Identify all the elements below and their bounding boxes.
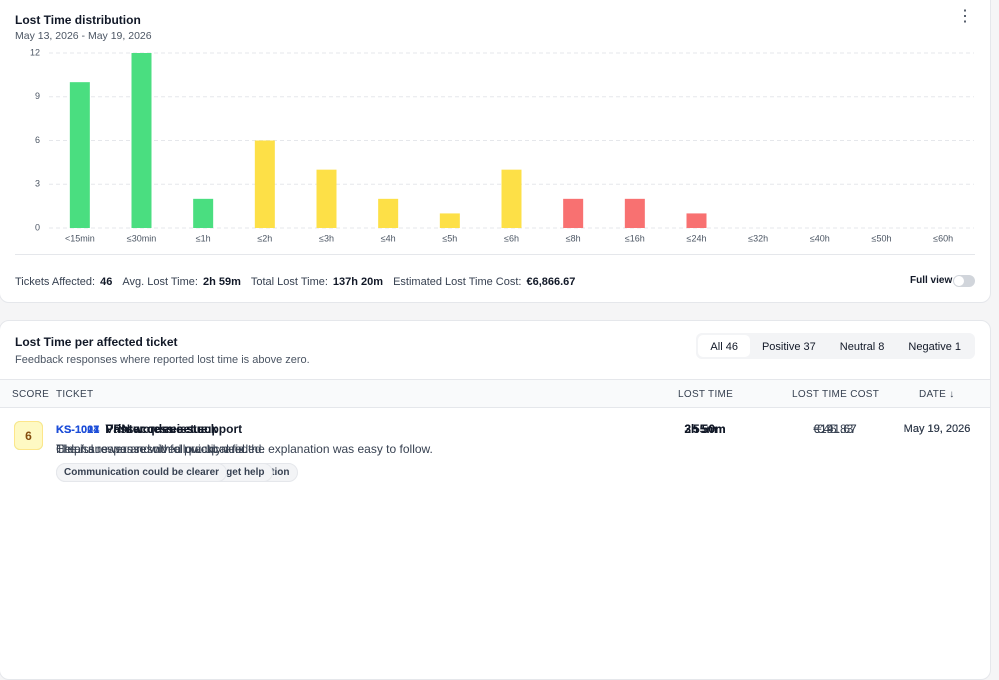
filter-tabs: All 46 Positive 37 Neutral 8 Negative 1 xyxy=(696,333,975,359)
chart-subtitle: May 13, 2026 - May 19, 2026 xyxy=(15,30,152,42)
filter-tab[interactable]: All 46 xyxy=(698,335,750,357)
x-tick-label: ≤1h xyxy=(196,233,211,243)
bar xyxy=(686,213,707,228)
lost-time-cost: €141.67 xyxy=(813,422,857,436)
comment: Clear answer and no follow-up needed. xyxy=(56,442,265,456)
summary-label: Avg. Lost Time: xyxy=(122,276,198,288)
table-subtitle: Feedback responses where reported lost t… xyxy=(15,354,310,366)
summary-value: 2h 59m xyxy=(202,276,241,288)
x-tick-label: ≤60h xyxy=(933,233,953,243)
y-tick-label: 6 xyxy=(35,135,40,145)
score-badge: 6 xyxy=(14,421,43,450)
bar xyxy=(131,53,152,228)
comment: The issue was resolved quickly and the e… xyxy=(56,442,433,456)
column-header[interactable]: DATE ↓ xyxy=(919,389,955,400)
bar xyxy=(563,198,584,228)
x-tick-label: ≤8h xyxy=(566,233,581,243)
filter-tab[interactable]: Negative 1 xyxy=(908,341,961,353)
y-tick-label: 9 xyxy=(35,91,40,101)
bar xyxy=(439,213,460,228)
x-tick-label: ≤2h xyxy=(257,233,272,243)
chart-card: Lost Time distribution May 13, 2026 - Ma… xyxy=(0,0,991,303)
full-view-label: Full view xyxy=(910,275,953,286)
column-header: SCORE xyxy=(12,389,50,400)
date: May 19, 2026 xyxy=(903,423,971,435)
date: May 19, 2026 xyxy=(903,423,971,435)
x-tick-label: ≤4h xyxy=(381,233,396,243)
bar xyxy=(254,140,275,228)
bar xyxy=(501,169,522,228)
y-tick-label: 12 xyxy=(30,47,40,57)
x-tick-label: ≤24h xyxy=(687,233,707,243)
lost-time-cost: €45.83 xyxy=(816,422,854,436)
bar xyxy=(69,82,90,229)
filter-tab[interactable]: Positive 37 xyxy=(761,341,816,353)
summary-value: 137h 20m xyxy=(332,276,384,288)
summary: Tickets Affected: 46 Avg. Lost Time: 2h 59m… xyxy=(15,276,585,288)
chart: 0 3 6 9 12 <15min ≤30min ≤1h ≤2h ≤3h ≤4h ≤5h ≤6h ≤8h ≤… xyxy=(30,47,974,243)
x-tick-label: ≤16h xyxy=(625,233,645,243)
lost-time-cost: €191.67 xyxy=(813,422,857,436)
chart-title: Lost Time distribution xyxy=(15,13,141,27)
table-card: Lost Time per affected ticket Feedback r… xyxy=(0,320,991,680)
x-tick-label: ≤6h xyxy=(504,233,519,243)
x-tick-label: ≤5h xyxy=(442,233,457,243)
comment: Helpful response with a practical fix. xyxy=(56,442,248,456)
summary-label: Estimated Lost Time Cost: xyxy=(393,276,522,288)
x-tick-label: ≤50h xyxy=(872,233,892,243)
x-tick-label: ≤40h xyxy=(810,233,830,243)
ticket-id[interactable]: KS-1014 Printer queue stuck xyxy=(56,422,218,436)
column-header: LOST TIME xyxy=(678,389,734,400)
filter-tab[interactable]: Neutral 8 xyxy=(839,341,885,353)
bar xyxy=(624,198,645,228)
table-header: SCORE TICKET LOST TIME LOST TIME COST DA… xyxy=(0,379,990,408)
table-title: Lost Time per affected ticket xyxy=(15,335,178,349)
summary-label: Tickets Affected: xyxy=(15,276,96,288)
ticket-name: VPN access issue xyxy=(105,422,208,436)
bar xyxy=(316,169,337,228)
x-tick-label: ≤32h xyxy=(748,233,768,243)
ticket-id[interactable]: KS-1007 Password reset support xyxy=(56,422,243,436)
x-tick-label: ≤30min xyxy=(127,233,156,243)
x-tick-label: ≤3h xyxy=(319,233,334,243)
bar xyxy=(378,198,399,228)
full-view-toggle[interactable] xyxy=(953,275,975,287)
summary-value: €6,866.67 xyxy=(526,276,576,288)
column-header: TICKET xyxy=(56,389,94,400)
tags: Communication could be clearer xyxy=(56,463,228,482)
lost-time: 3h 50m xyxy=(684,422,726,436)
ticket-id[interactable]: KS-1021 VPN access issue xyxy=(56,422,208,436)
column-header[interactable]: LOST TIME COST xyxy=(792,389,880,400)
lost-time: 55m xyxy=(692,422,718,436)
bar xyxy=(193,198,214,228)
tag: Communication could be clearer xyxy=(56,463,228,482)
ticket-name: Printer queue stuck xyxy=(105,422,218,436)
divider xyxy=(15,254,975,255)
x-tick-label: <15min xyxy=(65,233,95,243)
y-tick-label: 0 xyxy=(35,222,40,232)
date: May 19, 2026 xyxy=(903,423,971,435)
summary-value: 46 xyxy=(100,276,113,288)
menu-button[interactable]: ⋮ xyxy=(957,8,973,25)
summary-label: Total Lost Time: xyxy=(250,276,328,288)
ticket-name: Password reset support xyxy=(105,422,243,436)
lost-time: 2h 50m xyxy=(684,422,726,436)
y-tick-label: 3 xyxy=(35,179,40,189)
